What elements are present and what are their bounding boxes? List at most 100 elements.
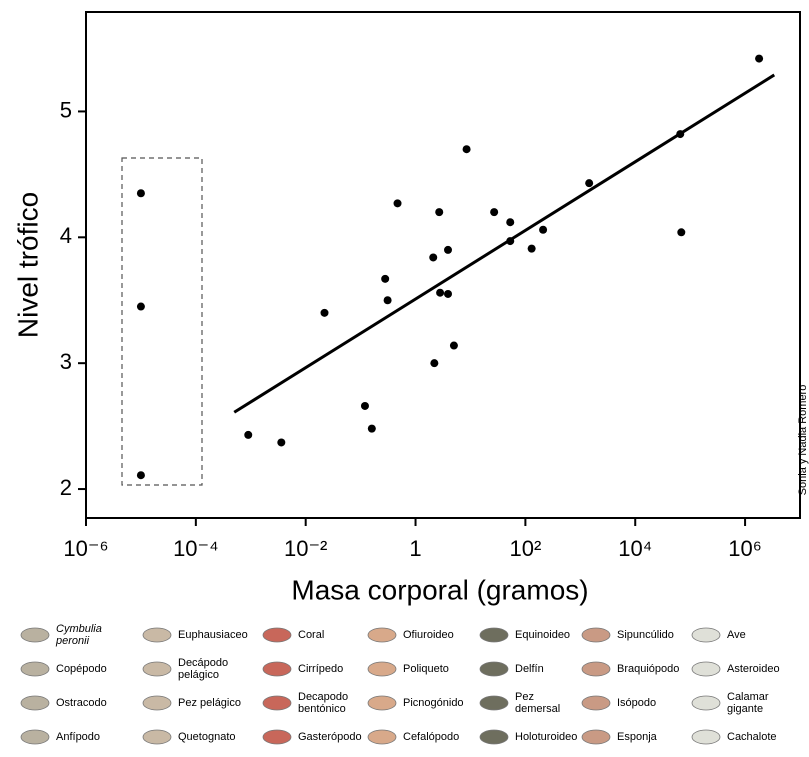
point <box>677 228 686 237</box>
point <box>435 208 444 217</box>
legend-label: Decápodo pelágico <box>178 657 229 681</box>
legend-icon <box>142 729 172 745</box>
legend-icon <box>142 627 172 643</box>
icon-shape <box>142 661 172 677</box>
legend-icon <box>20 627 50 643</box>
icon-shape <box>20 729 50 745</box>
legend-item: Cefalópodo <box>365 720 477 754</box>
legend-label: Decapodo bentónico <box>298 691 349 715</box>
legend-item: Isópodo <box>579 686 689 720</box>
point <box>277 438 286 447</box>
x-tick-label: 10⁻⁶ <box>63 536 108 561</box>
y-tick-label: 4 <box>60 223 72 248</box>
point <box>539 225 548 234</box>
plot-frame <box>85 11 801 519</box>
legend-label: Poliqueto <box>403 663 449 675</box>
legend-icon <box>262 627 292 643</box>
legend-icon <box>20 661 50 677</box>
icon-shape <box>581 729 611 745</box>
legend-item: Ave <box>689 618 803 652</box>
point <box>383 296 392 305</box>
legend-icon <box>367 661 397 677</box>
icon-shape <box>367 627 397 643</box>
point <box>136 471 145 480</box>
legend-item: Pez demersal <box>477 686 579 720</box>
legend-icon <box>142 661 172 677</box>
legend-icon <box>479 661 509 677</box>
point <box>444 289 453 298</box>
dashed-box <box>121 157 203 486</box>
icon-shape <box>479 661 509 677</box>
legend: Cymbulia peronii Euphausiaceo Coral Ofiuroi… <box>18 618 803 754</box>
icon-shape <box>262 627 292 643</box>
point <box>585 179 594 188</box>
legend-label: Cachalote <box>727 731 777 743</box>
legend-icon <box>262 729 292 745</box>
legend-icon <box>367 695 397 711</box>
point <box>462 145 471 154</box>
legend-item: Delfín <box>477 652 579 686</box>
legend-item: Braquiópodo <box>579 652 689 686</box>
legend-label: Pez pelágico <box>178 697 241 709</box>
credit: Sonia y Nadia Romero <box>797 385 809 496</box>
legend-label: Coral <box>298 629 325 641</box>
trend-line <box>233 73 776 414</box>
legend-item: Decápodo pelágico <box>140 652 260 686</box>
point <box>367 424 376 433</box>
icon-shape <box>262 695 292 711</box>
icon-shape <box>20 627 50 643</box>
icon-shape <box>691 627 721 643</box>
legend-item: Copépodo <box>18 652 140 686</box>
y-tick-label: 3 <box>60 349 72 374</box>
y-tick-label: 2 <box>60 475 72 500</box>
legend-label: Esponja <box>617 731 657 743</box>
legend-label: Delfín <box>515 663 544 675</box>
legend-item: Equinoideo <box>477 618 579 652</box>
point <box>436 288 445 297</box>
legend-icon <box>581 695 611 711</box>
icon-shape <box>479 627 509 643</box>
point <box>506 218 515 227</box>
legend-item: Gasterópodo <box>260 720 365 754</box>
legend-label: Picnogónido <box>403 697 464 709</box>
legend-item: Cymbulia peronii <box>18 618 140 652</box>
legend-label: Cirrípedo <box>298 663 344 675</box>
legend-icon <box>142 695 172 711</box>
icon-shape <box>142 729 172 745</box>
legend-item: Poliqueto <box>365 652 477 686</box>
point <box>444 245 453 254</box>
legend-label: Ostracodo <box>56 697 107 709</box>
legend-icon <box>691 661 721 677</box>
icon-shape <box>479 729 509 745</box>
legend-item: Cachalote <box>689 720 803 754</box>
icon-shape <box>691 661 721 677</box>
legend-item: Calamar gigante <box>689 686 803 720</box>
legend-item: Decapodo bentónico <box>260 686 365 720</box>
x-tick-label: 10⁴ <box>618 536 652 561</box>
legend-label: Anfípodo <box>56 731 101 743</box>
icon-shape <box>367 729 397 745</box>
legend-icon <box>479 729 509 745</box>
icon-shape <box>581 627 611 643</box>
legend-label: Cefalópodo <box>403 731 460 743</box>
legend-icon <box>691 695 721 711</box>
legend-label: Equinoideo <box>515 629 571 641</box>
legend-icon <box>479 627 509 643</box>
icon-shape <box>262 729 292 745</box>
legend-icon <box>367 627 397 643</box>
legend-icon <box>479 695 509 711</box>
point <box>449 341 458 350</box>
legend-item: Ofiuroideo <box>365 618 477 652</box>
icon-shape <box>20 695 50 711</box>
legend-label: Quetognato <box>178 731 236 743</box>
y-axis-title: Nivel trófico <box>12 192 43 338</box>
point <box>490 208 499 217</box>
legend-item: Euphausiaceo <box>140 618 260 652</box>
icon-shape <box>142 627 172 643</box>
point <box>136 189 145 198</box>
legend-label: Euphausiaceo <box>178 629 248 641</box>
point <box>393 199 402 208</box>
x-tick-label: 10² <box>509 536 541 561</box>
legend-label: Ave <box>727 629 746 641</box>
legend-icon <box>581 627 611 643</box>
